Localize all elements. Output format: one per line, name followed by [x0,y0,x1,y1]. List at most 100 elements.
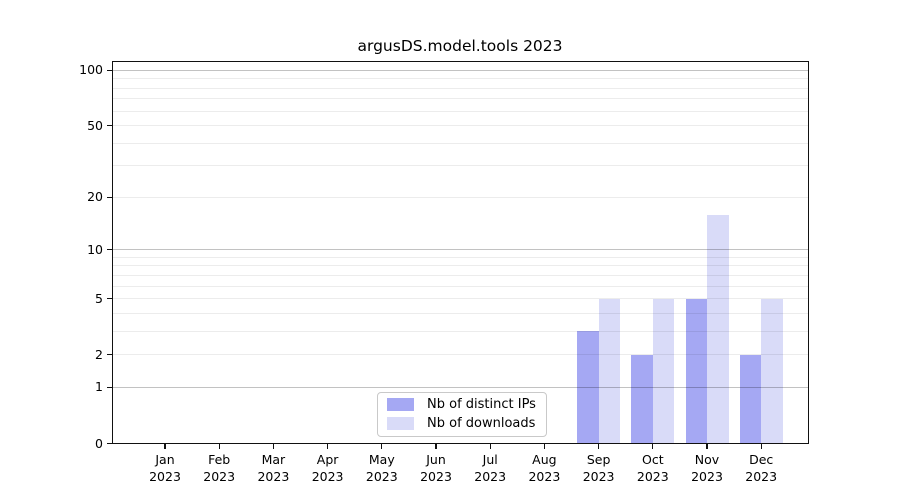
x-tick-month: Jul [482,452,498,467]
x-tick-mark [326,443,329,449]
y-tick-label: 50 [87,117,103,133]
y-tick-label: 5 [95,290,103,306]
bar-distinct-ips [739,354,762,444]
x-tick-year: 2023 [745,469,778,484]
x-tick-mark [164,443,166,449]
legend-swatch-downloads [387,417,414,430]
x-tick-month: May [368,452,395,467]
bar-downloads [707,214,729,444]
minor-gridline [111,87,809,89]
y-tick-label: 2 [95,346,103,362]
x-tick-label: May 2023 [351,451,413,485]
y-tick-mark [106,442,112,445]
legend-swatch-distinct-ips [387,398,414,411]
y-tick-mark [106,125,112,127]
plot-area [111,61,809,444]
minor-gridline [111,165,809,167]
y-tick-mark [106,354,112,356]
x-tick-mark [652,443,654,449]
x-tick-year: 2023 [636,469,669,484]
legend-item-downloads: Nb of downloads [378,416,546,432]
x-tick-mark [760,443,762,449]
x-tick-year: 2023 [582,469,615,484]
legend: Nb of distinct IPs Nb of downloads [377,391,547,437]
x-tick-mark [489,443,491,449]
x-tick-year: 2023 [474,469,507,484]
minor-gridline [111,125,809,127]
major-gridline [111,69,809,71]
major-gridline [111,249,809,251]
x-tick-year: 2023 [691,469,723,484]
x-tick-month: Jun [426,452,446,467]
x-tick-label: Dec 2023 [730,451,792,485]
minor-gridline [111,354,809,356]
major-gridline [111,386,809,388]
y-tick-label: 100 [79,62,103,78]
x-tick-mark [218,443,220,449]
chart-title: argusDS.model.tools 2023 [357,37,563,55]
bar-downloads [652,298,675,444]
x-tick-year: 2023 [203,469,236,484]
x-tick-year: 2023 [420,469,452,484]
minor-gridline [111,142,809,144]
x-tick-year: 2023 [311,469,344,484]
x-tick-label: Mar 2023 [242,451,304,485]
x-tick-year: 2023 [149,469,181,484]
x-tick-label: Feb 2023 [188,451,250,485]
bar-downloads [598,298,621,444]
x-tick-month: Feb [208,452,231,467]
bar-distinct-ips [631,354,653,444]
minor-gridline [111,285,809,287]
minor-gridline [111,298,809,300]
minor-gridline [111,265,809,267]
x-tick-mark [543,443,546,449]
x-tick-mark [597,443,600,449]
x-tick-month: Apr [316,452,339,467]
x-tick-label: Jul 2023 [459,451,521,485]
x-tick-month: Dec [749,452,774,467]
y-tick-mark [106,69,112,72]
x-tick-month: Sep [586,452,611,467]
x-tick-mark [435,443,437,449]
y-tick-label: 1 [95,379,103,395]
x-tick-label: Apr 2023 [297,451,359,485]
x-tick-mark [272,443,275,449]
bar-distinct-ips [577,331,599,444]
y-tick-label: 10 [87,241,103,257]
x-tick-year: 2023 [528,469,561,484]
minor-gridline [111,312,809,314]
minor-gridline [111,274,809,276]
x-tick-label: Nov 2023 [676,451,738,485]
minor-gridline [111,256,809,258]
x-tick-mark [381,443,383,449]
x-tick-label: Sep 2023 [568,451,630,485]
y-tick-mark [106,386,112,389]
legend-label-distinct-ips: Nb of distinct IPs [427,396,536,412]
legend-item-distinct-ips: Nb of distinct IPs [378,397,546,413]
x-tick-label: Oct 2023 [622,451,684,485]
minor-gridline [111,78,809,80]
minor-gridline [111,330,809,332]
x-tick-label: Aug 2023 [513,451,575,485]
x-tick-month: Oct [641,452,664,467]
minor-gridline [111,196,809,198]
y-tick-mark [106,298,112,300]
x-tick-month: Aug [532,452,557,467]
y-tick-label: 0 [95,435,103,451]
y-tick-mark [106,196,112,199]
x-tick-month: Nov [694,452,720,467]
y-tick-mark [106,249,112,251]
x-tick-year: 2023 [257,469,290,484]
x-tick-label: Jan 2023 [134,451,196,485]
x-tick-year: 2023 [365,469,398,484]
minor-gridline [111,98,809,100]
bar-distinct-ips [685,298,707,444]
x-tick-month: Mar [261,452,286,467]
y-tick-label: 20 [87,189,103,205]
x-tick-label: Jun 2023 [405,451,467,485]
bar-downloads [761,298,783,444]
x-tick-month: Jan [155,452,175,467]
minor-gridline [111,110,809,112]
x-tick-mark [706,443,708,449]
